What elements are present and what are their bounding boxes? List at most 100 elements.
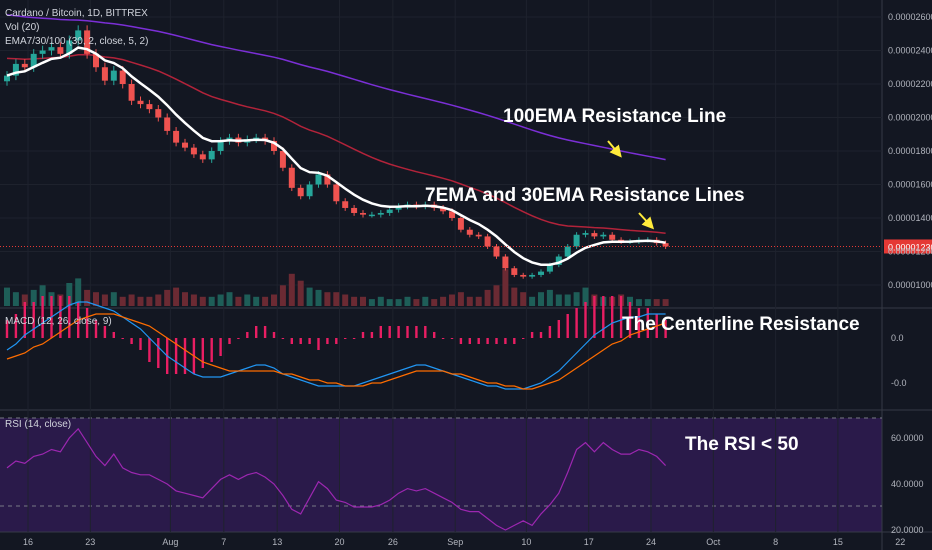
macd-histogram-bar: [397, 326, 400, 338]
macd-histogram-bar: [450, 338, 454, 339]
candle-body: [119, 70, 126, 84]
time-tick-label: Sep: [447, 537, 463, 547]
macd-histogram-bar: [210, 338, 213, 362]
candle-body: [457, 218, 464, 230]
volume-legend[interactable]: Vol (20): [5, 22, 39, 33]
candle-body: [538, 271, 544, 275]
volume-bar: [199, 296, 206, 306]
volume-bar: [306, 287, 313, 306]
volume-bar: [271, 294, 277, 306]
time-tick-label: 16: [23, 537, 33, 547]
candle-body: [546, 264, 553, 272]
macd-histogram-bar: [5, 320, 9, 338]
candle-body: [297, 187, 304, 197]
volume-bar: [253, 296, 260, 306]
volume-bar: [288, 273, 295, 306]
volume-bar: [110, 292, 117, 306]
macd-histogram-bar: [308, 338, 311, 344]
macd-histogram-bar: [148, 338, 151, 362]
candle-body: [360, 212, 366, 215]
candle-body: [600, 234, 607, 237]
macd-histogram-bar: [14, 314, 18, 338]
volume-bar: [457, 292, 464, 306]
volume-bar: [351, 296, 358, 306]
candle-body: [315, 174, 322, 185]
volume-bar: [208, 296, 215, 306]
ema100-line-group: [6, 14, 666, 161]
macd-histogram-bar: [379, 326, 382, 338]
volume-bar: [466, 296, 473, 306]
volume-bar: [4, 287, 10, 306]
volume-bar: [529, 296, 536, 306]
macd-histogram-bar: [459, 338, 463, 344]
macd-tick-label: -0.0: [891, 378, 907, 388]
volume-bar: [235, 296, 242, 306]
volume-bar: [324, 292, 331, 306]
volume-bar: [422, 296, 429, 306]
macd-histogram-bar: [201, 338, 204, 368]
candle-body: [39, 50, 46, 54]
macd-legend[interactable]: MACD (12, 26, close, 9): [5, 316, 112, 327]
candle-body: [484, 236, 491, 247]
macd-histogram-bar: [59, 296, 62, 338]
candle-body: [395, 206, 402, 210]
volume-bar: [119, 296, 126, 306]
volume-bar: [66, 283, 73, 306]
candle-body: [333, 184, 340, 202]
macd-histogram-bar: [495, 338, 498, 344]
rsi-legend[interactable]: RSI (14, close): [5, 419, 71, 430]
volume-bar: [128, 294, 135, 306]
macd-histogram-bar: [263, 326, 267, 338]
volume-bar: [75, 278, 82, 306]
macd-histogram-bar: [139, 338, 142, 350]
macd-histogram-bar: [664, 320, 667, 338]
candle-body: [351, 207, 358, 213]
arrow-icon-ema100: [607, 140, 622, 158]
time-tick-label: 10: [521, 537, 531, 547]
volume-bar: [21, 294, 28, 306]
macd-histogram-bar: [486, 338, 489, 344]
volume-bar: [297, 280, 304, 306]
candle-body: [93, 53, 99, 68]
last-price-line: 0.00001230: [0, 239, 932, 254]
ema30-line: [6, 53, 666, 234]
macd-histogram-bar: [584, 302, 587, 338]
macd-histogram-bar: [281, 338, 285, 339]
macd-histogram-bar: [468, 338, 471, 344]
macd-histogram-bar: [94, 320, 98, 338]
candle-body: [199, 154, 206, 160]
macd-histogram-bar: [219, 338, 222, 356]
macd-histogram-bar: [103, 326, 107, 338]
macd-histogram-bar: [85, 308, 89, 338]
ema100-annotation: 100EMA Resistance Line: [503, 106, 726, 127]
price-tick-label: 0.00002600: [888, 12, 932, 22]
macd-histogram-bar: [504, 338, 507, 344]
macd-histogram-bar: [441, 338, 445, 339]
candle-body: [155, 109, 162, 118]
volume-bar: [511, 287, 518, 306]
macd-histogram-bar: [522, 338, 525, 339]
volume-bar: [262, 296, 269, 306]
macd-histogram-bar: [646, 308, 649, 338]
volume-bars: [4, 269, 669, 306]
macd-histogram-bar: [388, 326, 391, 338]
chart-title[interactable]: Cardano / Bitcoin, 1D, BITTREX: [5, 8, 148, 19]
macd-histogram-bar: [317, 338, 320, 350]
volume-bar: [12, 292, 19, 306]
volume-bar: [475, 296, 482, 306]
rsi-line-group: [6, 427, 667, 531]
volume-bar: [244, 294, 251, 306]
macd-histogram-bar: [228, 338, 231, 344]
time-tick-label: Oct: [706, 537, 721, 547]
volume-bar: [315, 289, 322, 306]
volume-bar: [368, 299, 375, 306]
time-tick-label: 26: [388, 537, 398, 547]
ema-legend[interactable]: EMA7/30/100 (30, 2, close, 5, 2): [5, 36, 148, 47]
signal-line: [6, 313, 666, 390]
ema100-line: [6, 14, 666, 161]
candle-body: [84, 30, 91, 54]
macd-histogram-bar: [477, 338, 480, 344]
volume-bar: [386, 299, 393, 306]
volume-bar: [493, 285, 500, 306]
